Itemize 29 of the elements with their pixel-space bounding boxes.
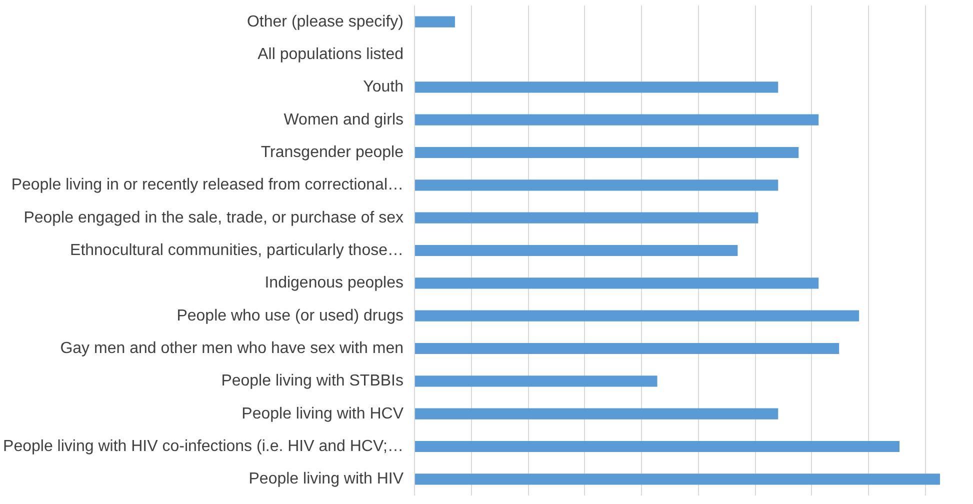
bar xyxy=(414,310,860,322)
y-tick-label: Other (please specify) xyxy=(246,13,404,30)
y-tick-label: People engaged in the sale, trade, or purchase of sex xyxy=(24,209,404,226)
bar xyxy=(414,474,940,485)
y-tick-label: Indigenous peoples xyxy=(264,274,404,292)
y-tick-label: Transgender people xyxy=(260,144,404,161)
y-tick-label: People who use (or used) drugs xyxy=(176,307,404,324)
y-tick-label: Youth xyxy=(363,78,404,96)
bar xyxy=(414,114,819,126)
bar xyxy=(414,342,840,354)
y-tick-label: Women and girls xyxy=(284,111,404,128)
bar xyxy=(414,146,799,158)
bar xyxy=(414,82,778,93)
y-tick-label: People living with HCV xyxy=(242,405,404,422)
bar xyxy=(414,180,778,191)
bar xyxy=(414,244,738,256)
y-tick-label: People living with HIV co-infections (i.e. HIV and HCV;… xyxy=(3,438,404,455)
bar xyxy=(414,440,900,452)
bar xyxy=(414,212,758,224)
y-tick-label: People living in or recently released from correctional… xyxy=(11,176,404,194)
bar xyxy=(414,408,778,420)
y-tick-label: All populations listed xyxy=(258,46,404,63)
y-tick-label: Gay men and other men who have sex with men xyxy=(60,340,404,357)
bar xyxy=(414,376,658,387)
y-tick-label: Ethnocultural communities, particularly those… xyxy=(70,242,404,259)
y-tick-label: People living with STBBIs xyxy=(221,372,404,390)
y-tick-label: People living with HIV xyxy=(248,470,404,488)
bar xyxy=(414,16,455,28)
bar xyxy=(414,278,819,289)
